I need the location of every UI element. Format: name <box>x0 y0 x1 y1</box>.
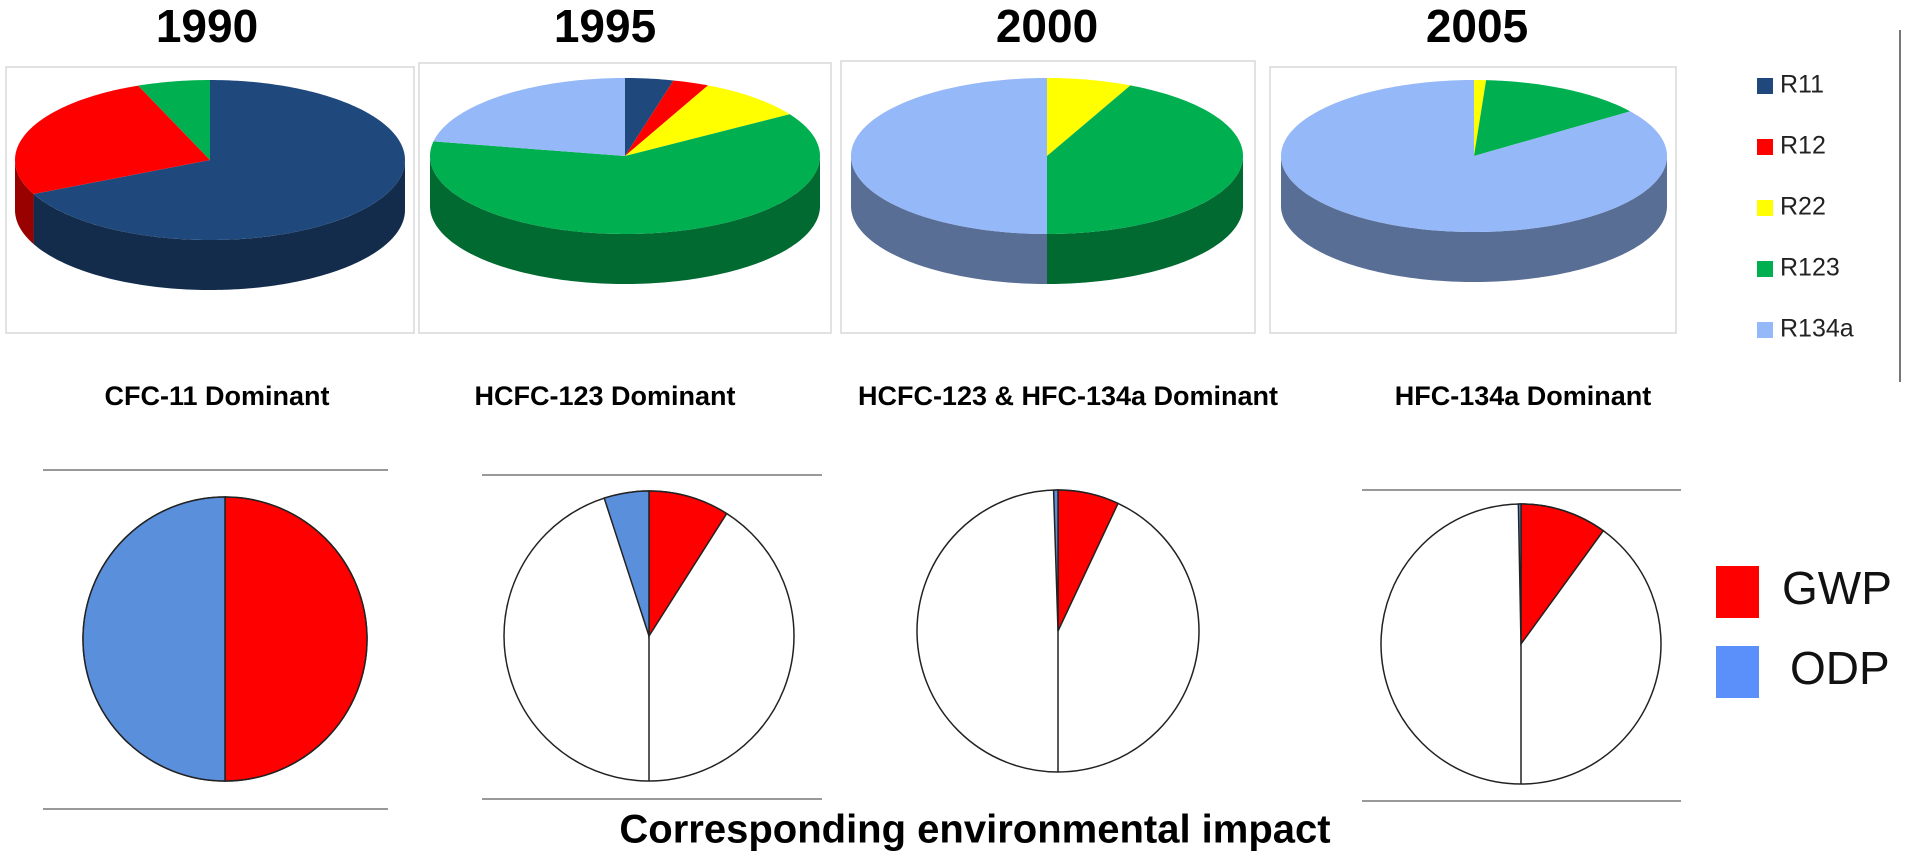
legend-label: ODP <box>1790 642 1890 694</box>
pie-slice <box>625 80 709 156</box>
pie-slice <box>851 78 1047 234</box>
frame <box>418 62 832 334</box>
pie-slice <box>224 496 368 782</box>
pie-slice <box>625 85 790 156</box>
chart-subtitle: CFC-11 Dominant <box>104 381 329 411</box>
pie-tops <box>851 78 1243 234</box>
chart-title: 2005 <box>1426 0 1528 52</box>
pie-slice <box>625 78 674 156</box>
chart-subtitle: HCFC-123 & HFC-134a Dominant <box>858 381 1278 411</box>
pie-slice <box>33 80 405 240</box>
pie-slice <box>648 490 728 639</box>
pie-tops <box>15 80 405 240</box>
legend-swatch <box>1757 78 1773 94</box>
chart-title: 2000 <box>996 0 1098 52</box>
pie <box>430 78 820 284</box>
legend-label: GWP <box>1782 562 1892 614</box>
pie-slice <box>603 490 650 637</box>
pie-slice <box>1052 489 1059 632</box>
caption: Corresponding environmental impact <box>619 808 1330 852</box>
chart-title: 1995 <box>554 0 656 52</box>
chart-title: 1990 <box>156 0 258 52</box>
pie-sides <box>1281 156 1667 282</box>
pie-sides <box>15 160 406 290</box>
pie-side <box>1047 156 1243 284</box>
frames <box>5 60 1677 334</box>
legend-swatch <box>1757 322 1773 338</box>
pie-side <box>15 160 34 245</box>
pie-slice <box>1281 80 1667 232</box>
pie <box>503 490 795 782</box>
rules <box>43 469 1681 810</box>
pie-tops <box>430 78 820 234</box>
pie-slice <box>433 78 625 156</box>
pie-slice <box>1047 78 1131 156</box>
pie-tops <box>1281 80 1667 232</box>
pie-sides <box>851 156 1243 284</box>
pie-slice <box>1517 503 1522 645</box>
pie <box>82 496 368 782</box>
legend-label: R123 <box>1780 254 1840 282</box>
pie-sides <box>430 156 820 284</box>
pie-slice <box>1474 80 1631 156</box>
pie <box>851 78 1243 284</box>
pie-side <box>33 160 406 290</box>
legend-swatch <box>1757 261 1773 277</box>
chart-subtitle: HCFC-123 Dominant <box>474 381 735 411</box>
pie <box>916 489 1200 773</box>
pie-side <box>851 156 1047 284</box>
pie-side <box>430 156 820 284</box>
pie <box>1281 80 1667 282</box>
legend-swatch <box>1757 200 1773 216</box>
pie-slice <box>15 85 210 195</box>
pie-slice <box>1474 80 1487 156</box>
pie-slice <box>138 80 210 160</box>
legend-swatch <box>1757 139 1773 155</box>
legend-label: R11 <box>1780 71 1824 99</box>
pie-slice <box>82 496 226 782</box>
legend-swatch <box>1716 566 1759 618</box>
pie-slice <box>1047 85 1243 234</box>
legend-label: R12 <box>1780 132 1826 160</box>
frame <box>840 60 1256 334</box>
legend-label: R134a <box>1780 315 1854 343</box>
legend-label: R22 <box>1780 193 1826 221</box>
pie <box>15 80 406 290</box>
pie-slice <box>430 114 820 234</box>
frame <box>5 66 415 334</box>
frame <box>1269 66 1677 334</box>
pie-side <box>1281 156 1667 282</box>
chart-subtitle: HFC-134a Dominant <box>1395 381 1652 411</box>
pie <box>1380 503 1662 785</box>
pie-slice <box>1520 503 1605 647</box>
legend-swatch <box>1716 646 1759 698</box>
